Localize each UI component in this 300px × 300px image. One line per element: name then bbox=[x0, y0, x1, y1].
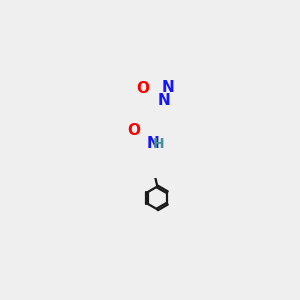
Text: O: O bbox=[136, 81, 149, 96]
Text: N: N bbox=[161, 80, 174, 95]
Text: H: H bbox=[153, 137, 165, 152]
Text: N: N bbox=[158, 93, 170, 108]
Text: N: N bbox=[147, 136, 160, 151]
Text: O: O bbox=[127, 123, 140, 138]
